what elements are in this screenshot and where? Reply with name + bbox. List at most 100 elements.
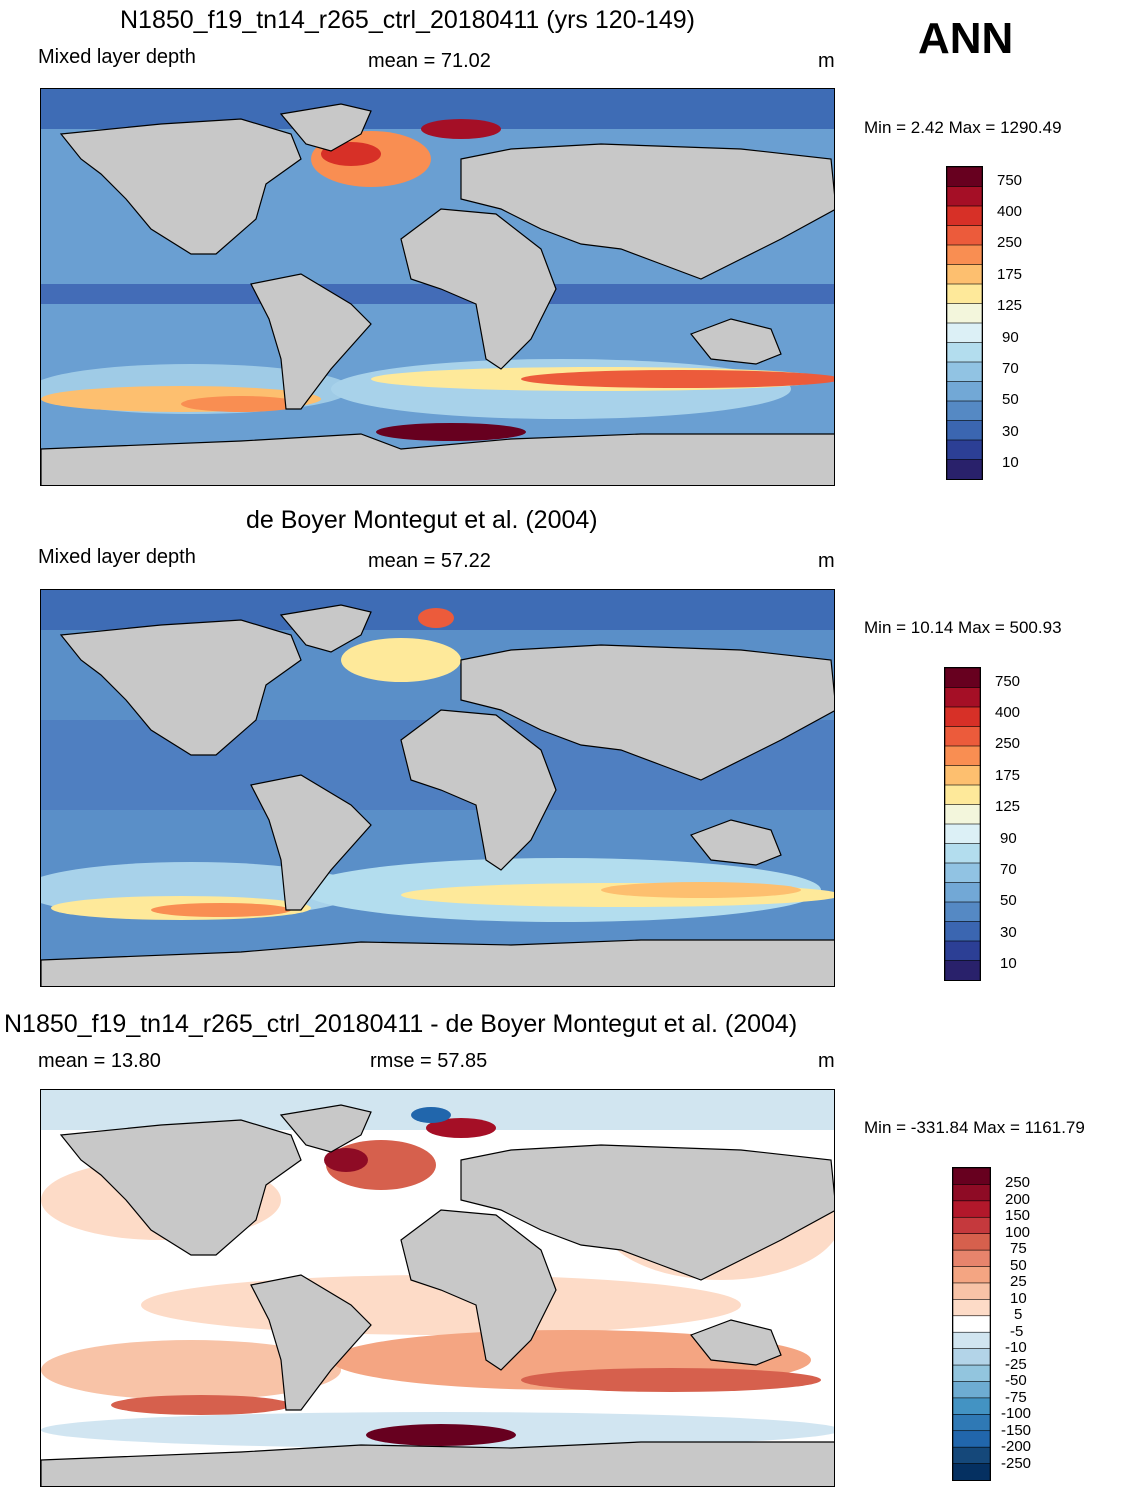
panel-2-land [41,604,834,986]
panel-1-units: m [818,50,835,72]
panel-2-title: de Boyer Montegut et al. (2004) [246,506,598,534]
cb2-label: 125 [995,798,1021,815]
cb1-label: 10 [1002,454,1019,471]
colorbar-swatch [944,687,981,708]
cb1-label: 70 [1002,360,1019,377]
panel-2-left-label: Mixed layer depth [38,546,196,568]
colorbar-swatch [946,205,983,227]
colorbar-swatch [944,823,981,845]
cb3-label: -200 [1001,1438,1032,1455]
colorbar-swatch [946,166,983,188]
colorbar-swatch [946,244,983,266]
colorbar-swatch [952,1315,991,1334]
cb3-label: 50 [1010,1257,1027,1274]
cb1-label: 250 [997,234,1023,251]
colorbar-swatch [946,186,983,207]
cb2-label: 90 [1000,830,1017,847]
colorbar-swatch [946,322,983,344]
cb3-label: 250 [1005,1174,1031,1191]
colorbar-swatch [944,804,981,825]
colorbar-swatch [952,1266,991,1284]
colorbar-swatch [944,726,981,747]
cb3-label: 75 [1010,1240,1027,1257]
colorbar-swatch [952,1397,991,1416]
panel-1-map-svg [41,89,834,485]
panel-2-colorbar [944,667,981,981]
cb3-label: 5 [1014,1306,1023,1323]
cb2-label: 250 [995,735,1021,752]
cb1-label: 400 [997,203,1023,220]
cb3-label: -5 [1010,1323,1024,1340]
colorbar-swatch [944,940,981,962]
cb2-label: 750 [995,673,1021,690]
cb3-label: -250 [1001,1455,1032,1472]
cb3-label: -25 [1005,1356,1027,1373]
cb1-label: 175 [997,266,1023,283]
colorbar-swatch [946,459,983,480]
panel-3-colorbar [952,1167,991,1481]
colorbar-swatch [944,960,981,981]
panel-3-units: m [818,1050,835,1072]
cb3-label: 100 [1005,1224,1031,1241]
colorbar-swatch [952,1249,991,1268]
colorbar-swatch [952,1200,991,1219]
colorbar-swatch [952,1463,991,1481]
cb2-label: 30 [1000,924,1017,941]
cb3-label: 25 [1010,1273,1027,1290]
panel-2-mean: mean = 57.22 [368,550,491,572]
colorbar-swatch [944,843,981,864]
panel-1-colorbar-svg [946,166,983,480]
colorbar-swatch [946,400,983,422]
colorbar-swatch [944,882,981,903]
panel-1-title: N1850_f19_tn14_r265_ctrl_20180411 (yrs 1… [120,6,695,34]
cb2-label: 400 [995,704,1021,721]
colorbar-swatch [952,1430,991,1448]
cb2-label: 175 [995,767,1021,784]
panel-1-colorbar [946,166,983,480]
colorbar-swatch [944,901,981,923]
cb3-label: -50 [1005,1372,1027,1389]
colorbar-swatch [944,745,981,767]
colorbar-swatch [944,765,981,786]
colorbar-swatch [946,381,983,402]
cb2-label: 50 [1000,892,1017,909]
cb1-label: 750 [997,172,1023,189]
colorbar-swatch [952,1414,991,1432]
cb1-label: 50 [1002,391,1019,408]
colorbar-swatch [952,1364,991,1383]
colorbar-swatch [946,342,983,363]
colorbar-swatch [952,1446,991,1465]
panel-3-land [41,1104,834,1486]
cb1-label: 30 [1002,423,1019,440]
panel-2-units: m [818,550,835,572]
colorbar-swatch [952,1184,991,1202]
panel-2-map [40,589,835,987]
cb1-label: 125 [997,297,1023,314]
panel-2-minmax: Min = 10.14 Max = 500.93 [864,618,1062,637]
colorbar-swatch [944,921,981,942]
panel-3-minmax: Min = -331.84 Max = 1161.79 [864,1118,1085,1137]
cb2-label: 70 [1000,861,1017,878]
colorbar-swatch [952,1167,991,1186]
colorbar-swatch [946,264,983,285]
colorbar-swatch [952,1381,991,1399]
cb3-label: -75 [1005,1389,1027,1406]
colorbar-swatch [952,1331,991,1350]
colorbar-swatch [944,667,981,689]
cb3-label: 200 [1005,1191,1031,1208]
cb3-label: 10 [1010,1290,1027,1307]
colorbar-swatch [946,225,983,246]
colorbar-swatch [946,439,983,461]
panel-2-map-svg [41,590,834,986]
colorbar-swatch [952,1348,991,1366]
colorbar-swatch [952,1216,991,1235]
colorbar-swatch [946,420,983,441]
cb3-label: -150 [1001,1422,1032,1439]
panel-3-colorbar-svg [952,1167,991,1481]
cb2-label: 10 [1000,955,1017,972]
colorbar-swatch [944,862,981,884]
panel-3-title: N1850_f19_tn14_r265_ctrl_20180411 - de B… [4,1010,798,1038]
panel-1-land [41,103,834,485]
cb3-label: -100 [1001,1405,1032,1422]
panel-3-rmse: rmse = 57.85 [370,1050,488,1072]
